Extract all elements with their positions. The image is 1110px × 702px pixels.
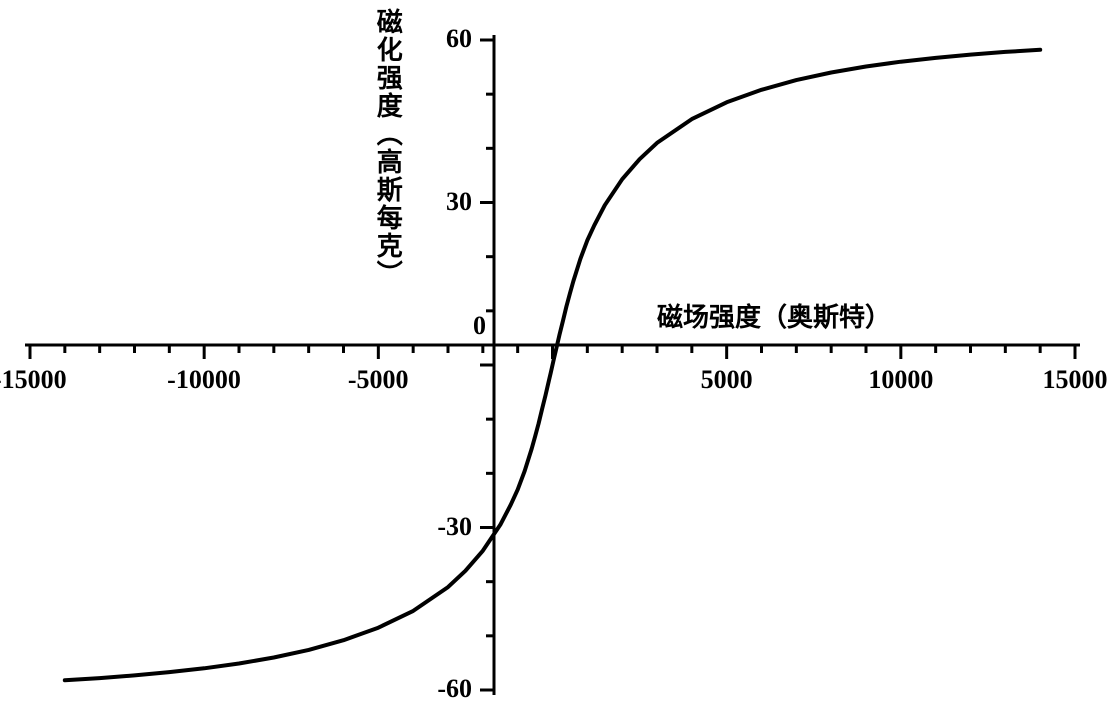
chart-svg [0, 0, 1110, 702]
x-tick-label: 15000 [1043, 365, 1108, 395]
y-axis-label: 磁化强度（高斯每克） [374, 8, 401, 288]
y-tick-label: 60 [446, 24, 472, 54]
x-tick-label: -5000 [348, 365, 409, 395]
hysteresis-chart: 磁化强度（高斯每克） 磁场强度（奥斯特） -15000 -10000 -5000… [0, 0, 1110, 702]
x-tick-label: 0 [473, 311, 486, 341]
x-axis-label: 磁场强度（奥斯特） [657, 297, 891, 334]
x-tick-label: 5000 [701, 365, 753, 395]
y-tick-label: -60 [437, 674, 472, 702]
x-tick-label: -10000 [167, 365, 241, 395]
y-tick-label: -30 [437, 512, 472, 542]
x-tick-label: 10000 [868, 365, 933, 395]
x-tick-label: -15000 [0, 365, 67, 395]
y-tick-label: 30 [446, 187, 472, 217]
